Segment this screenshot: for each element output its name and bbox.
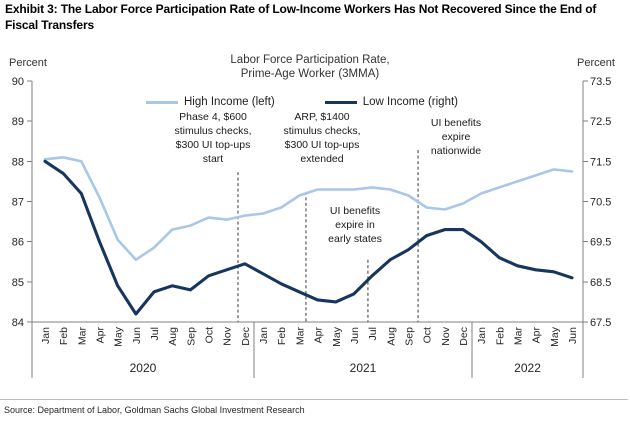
year-label: 2020	[130, 361, 157, 375]
right-axis-tick-label: 71.5	[590, 156, 611, 168]
left-axis-tick-label: 87	[12, 197, 24, 209]
legend-item-low-income: Low Income (right)	[324, 96, 458, 108]
annotation-ui-expire-early-states: UI benefits expire in early states	[328, 205, 382, 245]
month-label: Jun	[349, 327, 361, 344]
right-axis-tick-label: 72.5	[590, 116, 611, 128]
right-axis-tick-label: 73.5	[590, 76, 611, 88]
year-label: 2021	[350, 361, 377, 375]
month-label: May	[113, 326, 125, 347]
month-label: Feb	[494, 327, 506, 345]
month-label: Jun	[567, 327, 579, 344]
month-label: May	[331, 326, 343, 347]
month-label: Jul	[367, 327, 379, 340]
month-label: Nov	[222, 326, 234, 345]
month-label: Nov	[440, 326, 452, 345]
annotation-phase4: Phase 4, $600 stimulus checks, $300 UI t…	[174, 111, 252, 165]
low-income-line	[43, 159, 574, 316]
month-label: Mar	[294, 327, 306, 346]
month-label: Oct	[422, 327, 434, 343]
low-income-line-swatch	[324, 100, 357, 104]
month-label: Jun	[131, 327, 143, 344]
left-axis-tick-label: 89	[12, 116, 24, 128]
source-line: Source: Department of Labor, Goldman Sac…	[4, 405, 305, 415]
annotation-ui-expire-nationwide: UI benefits expire nationwide	[430, 117, 482, 157]
annotation-arp: ARP, $1400 stimulus checks, $300 UI top-…	[283, 111, 361, 165]
month-label: May	[549, 326, 561, 347]
legend-label-high-income: High Income (left)	[184, 96, 275, 108]
month-label: Feb	[276, 327, 288, 345]
right-axis-tick-label: 67.5	[590, 317, 611, 329]
high-income-line-swatch	[146, 100, 178, 104]
right-axis-unit-label: Percent	[577, 57, 615, 69]
right-axis-tick-label: 68.5	[590, 277, 611, 289]
month-label: Aug	[167, 327, 179, 346]
left-axis-tick-label: 85	[12, 277, 24, 289]
month-label: Apr	[313, 327, 325, 344]
month-label: Jul	[149, 327, 161, 340]
right-axis-tick-label: 70.5	[590, 197, 611, 209]
month-label: Mar	[512, 327, 524, 346]
month-label: Feb	[58, 327, 70, 345]
month-label: Sep	[185, 327, 197, 346]
legend-item-high-income: High Income (left)	[146, 96, 275, 108]
left-axis-tick-label: 88	[12, 156, 24, 168]
legend-label-low-income: Low Income (right)	[362, 96, 458, 108]
month-label: Aug	[385, 327, 397, 346]
right-axis-tick-label: 69.5	[590, 237, 611, 249]
month-label: Mar	[76, 327, 88, 346]
chart-legend: High Income (left) Low Income (right)	[146, 96, 458, 108]
chart-title: Labor Force Participation Rate, Prime-Ag…	[230, 54, 390, 80]
month-label: Oct	[204, 327, 216, 343]
left-axis-unit-label: Percent	[9, 57, 47, 69]
left-axis-tick-label: 90	[12, 76, 24, 88]
month-label: Jan	[476, 327, 488, 344]
month-label: Apr	[95, 327, 107, 344]
source-divider	[0, 399, 628, 400]
month-label: Dec	[240, 327, 252, 346]
left-axis-tick-label: 84	[12, 317, 24, 329]
exhibit-title: Exhibit 3: The Labor Force Participation…	[5, 2, 597, 32]
month-label: Jan	[258, 327, 270, 344]
left-axis-tick-label: 86	[12, 237, 24, 249]
month-label: Dec	[458, 327, 470, 346]
high-income-line	[43, 156, 574, 262]
year-label: 2022	[514, 361, 541, 375]
month-label: Sep	[403, 327, 415, 346]
month-label: Apr	[531, 327, 543, 344]
month-label: Jan	[40, 327, 52, 344]
